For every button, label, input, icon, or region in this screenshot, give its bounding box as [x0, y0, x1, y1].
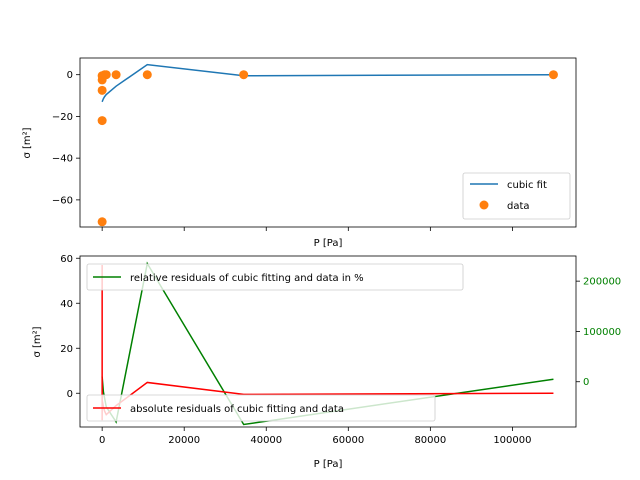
top-legend-label-data: data — [507, 201, 530, 212]
top-data-point — [101, 70, 111, 80]
bottom-chart: 0 20000 40000 60000 80000 100000 0 20 40 60 0 10000… — [32, 254, 621, 470]
bottom-y2-tick-label: 200000 — [583, 277, 621, 288]
bottom-x-tick-label: 80000 — [414, 435, 446, 446]
bottom-x-axis-label: P [Pa] — [314, 459, 343, 470]
bottom-y-tick-label: 40 — [60, 299, 73, 310]
top-legend-swatch-data — [479, 200, 489, 210]
top-x-axis-label: P [Pa] — [314, 238, 343, 249]
bottom-plot-frame — [79, 255, 577, 428]
top-chart: 0 −20 −40 −60 P [Pa] σ [m²] cubic fit data — [22, 57, 577, 249]
bottom-y2-tick-label: 0 — [583, 377, 589, 388]
bottom-y2-tick-label: 100000 — [583, 327, 621, 338]
bottom-x-tick-label: 100000 — [493, 435, 531, 446]
top-data-point — [97, 116, 107, 126]
bottom-x-tick-label: 40000 — [250, 435, 282, 446]
bottom-legend-absolute-box — [86, 394, 436, 422]
bottom-x-tick-label: 0 — [99, 435, 105, 446]
bottom-x-tick-label: 20000 — [168, 435, 200, 446]
top-y-tick-label: −20 — [52, 112, 73, 123]
top-data-point — [111, 70, 121, 80]
bottom-legend-label-relative: relative residuals of cubic fitting and … — [130, 273, 364, 284]
bottom-legend-absolute: absolute residuals of cubic fitting and … — [86, 394, 436, 422]
top-y-tick-label: −60 — [52, 195, 73, 206]
bottom-y-axis-label: σ [m²] — [32, 326, 43, 357]
top-data-point — [239, 70, 249, 80]
bottom-y-tick-label: 20 — [60, 344, 73, 355]
bottom-legend-relative-box — [86, 263, 464, 291]
bottom-legend-label-absolute: absolute residuals of cubic fitting and … — [130, 404, 344, 415]
bottom-legend-relative: relative residuals of cubic fitting and … — [86, 263, 464, 291]
top-y-tick-label: −40 — [52, 154, 73, 165]
top-data-point — [548, 70, 558, 80]
top-legend: cubic fit data — [462, 172, 571, 220]
bottom-series-line-relative — [101, 261, 554, 426]
bottom-x-tick-label: 60000 — [332, 435, 364, 446]
top-y-axis-label: σ [m²] — [22, 127, 33, 158]
top-plot-frame — [79, 57, 577, 228]
top-series-line-0 — [101, 63, 554, 103]
top-y-tick-label: 0 — [67, 70, 73, 81]
bottom-y-tick-label: 60 — [60, 254, 73, 265]
top-data-point — [97, 217, 107, 227]
top-legend-label-cubic-fit: cubic fit — [507, 180, 547, 191]
top-data-point — [142, 70, 152, 80]
top-data-point — [97, 85, 107, 95]
bottom-y-tick-label: 0 — [67, 389, 73, 400]
